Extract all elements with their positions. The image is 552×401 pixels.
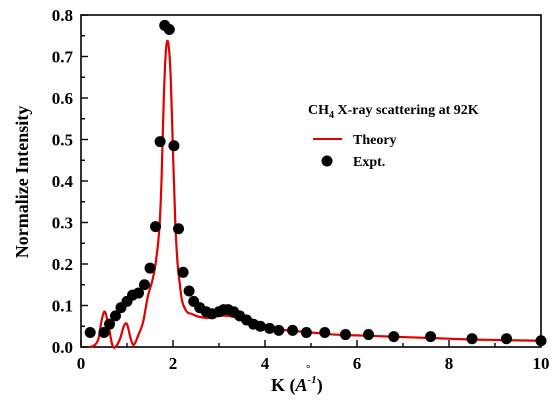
x-tick-label: 8 — [445, 354, 454, 373]
expt-point — [177, 266, 189, 278]
x-axis-unit-ring: ° — [306, 363, 310, 375]
expt-point — [104, 318, 116, 330]
expt-point — [173, 223, 185, 235]
expt-point — [133, 287, 144, 299]
x-axis-title-unit: A — [295, 375, 308, 395]
theory-line — [89, 39, 542, 349]
y-tick-label: 0.6 — [52, 89, 73, 108]
annotation-prefix: CH — [308, 103, 329, 118]
legend-expt-marker — [321, 155, 333, 167]
expt-point — [340, 329, 351, 341]
expt-point — [110, 310, 121, 322]
expt-point — [254, 320, 266, 332]
expt-point — [84, 326, 96, 338]
expt-point — [150, 221, 162, 233]
expt-point — [154, 136, 166, 148]
expt-point — [287, 324, 299, 336]
y-tick-label: 0.1 — [52, 297, 73, 316]
y-tick-label: 0.2 — [52, 255, 73, 274]
expt-point — [535, 335, 547, 347]
annotation-suffix: X-ray scattering at 92K — [334, 103, 479, 118]
legend-theory-label: Theory — [353, 133, 397, 148]
expt-point — [501, 333, 512, 345]
expt-point — [466, 333, 478, 345]
theory-series — [89, 39, 542, 349]
expt-point — [144, 262, 156, 274]
expt-point — [98, 326, 110, 338]
expt-point — [264, 322, 276, 334]
annotation: CH4 X-ray scattering at 92K — [308, 103, 479, 121]
legend-expt-label: Expt. — [353, 155, 385, 170]
expt-point — [363, 329, 374, 341]
x-tick-labels: 0 2 4 6 8 10 — [77, 354, 550, 373]
y-tick-label: 0.0 — [52, 338, 73, 357]
y-tick-label: 0.7 — [52, 48, 74, 67]
x-axis-title: K (A-1) — [271, 374, 323, 396]
x-axis-title-prefix: K ( — [271, 375, 296, 396]
expt-point — [168, 140, 180, 152]
plot-frame — [80, 14, 542, 348]
y-axis-title: Normalize Intensity — [12, 106, 32, 258]
x-tick-label: 0 — [77, 354, 86, 373]
y-tick-label: 0.5 — [52, 131, 73, 150]
expt-point — [388, 331, 400, 343]
expt-point — [183, 285, 195, 297]
expt-point — [319, 326, 331, 338]
x-tick-label: 10 — [533, 354, 550, 373]
y-tick-label: 0.3 — [52, 214, 73, 233]
expt-point — [425, 331, 437, 343]
expt-series — [84, 19, 547, 347]
x-axis-title-exponent: -1 — [308, 374, 317, 386]
y-tick-labels: 0.0 0.1 0.2 0.3 0.4 0.5 0.6 0.7 0.8 — [52, 6, 74, 357]
expt-point — [273, 324, 285, 336]
x-tick-label: 6 — [353, 354, 362, 373]
x-tick-label: 4 — [261, 354, 270, 373]
expt-point — [163, 24, 175, 36]
axis-ticks — [80, 14, 542, 348]
y-tick-label: 0.8 — [52, 6, 73, 25]
x-axis-title-suffix: ) — [317, 375, 323, 396]
x-tick-label: 2 — [169, 354, 178, 373]
annotation-subscript: 4 — [329, 110, 334, 121]
expt-point — [300, 326, 312, 338]
expt-point — [138, 279, 150, 291]
y-tick-label: 0.4 — [52, 172, 74, 191]
